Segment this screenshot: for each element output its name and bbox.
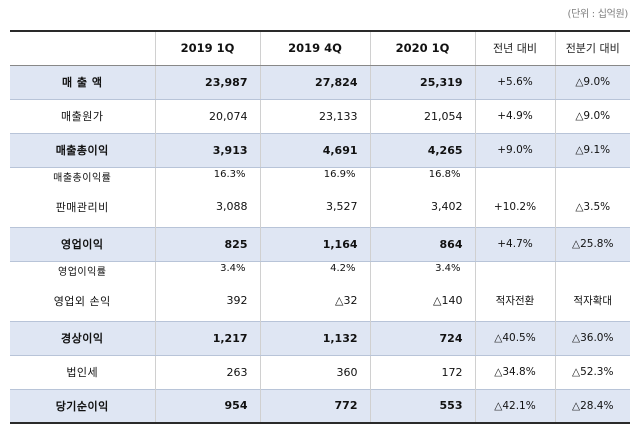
value-2020q1: 553 bbox=[369, 388, 475, 424]
header-yoy: 전년 대비 bbox=[474, 30, 555, 66]
income-statement-table: 2019 1Q 2019 4Q 2020 1Q 전년 대비 전분기 대비 매 출… bbox=[10, 30, 630, 424]
value-qoq bbox=[554, 167, 630, 187]
financial-summary-page: (단위 : 십억원) 2019 1Q 2019 4Q 2020 1Q 전년 대비… bbox=[10, 9, 630, 424]
row-label: 매 출 액 bbox=[10, 64, 155, 100]
header-2020q1: 2020 1Q bbox=[369, 30, 475, 66]
value-yoy: +4.9% bbox=[474, 99, 555, 133]
header-qoq: 전분기 대비 bbox=[554, 30, 630, 66]
value-yoy bbox=[474, 167, 555, 187]
value-yoy bbox=[474, 261, 555, 281]
value-yoy: +10.2% bbox=[474, 187, 555, 227]
row-ordinary-profit: 경상이익 1,217 1,132 724 △40.5% △36.0% bbox=[10, 320, 630, 356]
value-qoq: △28.4% bbox=[554, 388, 630, 424]
value-2020q1: 724 bbox=[369, 320, 475, 356]
value-yoy: △34.8% bbox=[474, 355, 555, 389]
row-cost-of-sales: 매출원가 20,074 23,133 21,054 +4.9% △9.0% bbox=[10, 99, 630, 133]
value-qoq: △9.1% bbox=[554, 132, 630, 168]
row-label: 매출원가 bbox=[61, 110, 104, 123]
value-yoy: +5.6% bbox=[474, 64, 555, 100]
value-2019q4: 772 bbox=[259, 388, 370, 424]
value-2020q1: 3,402 bbox=[369, 187, 475, 227]
value-yoy: +9.0% bbox=[474, 132, 555, 168]
value-2019q4: 23,133 bbox=[259, 99, 370, 133]
value-2020q1: 3.4% bbox=[369, 261, 475, 281]
value-qoq: △25.8% bbox=[554, 226, 630, 262]
value-2019q4: 3,527 bbox=[259, 187, 370, 227]
value-2020q1: 4,265 bbox=[369, 132, 475, 168]
value-2019q1: 23,987 bbox=[154, 64, 260, 100]
value-2019q1: 825 bbox=[154, 226, 260, 262]
value-qoq: △9.0% bbox=[554, 64, 630, 100]
value-2019q1: 1,217 bbox=[154, 320, 260, 356]
header-2019q4: 2019 4Q bbox=[259, 30, 370, 66]
value-yoy: 적자전환 bbox=[474, 281, 555, 321]
value-2019q1: 263 bbox=[154, 355, 260, 389]
value-2020q1: 25,319 bbox=[369, 64, 475, 100]
unit-note: (단위 : 십억원) bbox=[567, 9, 628, 20]
value-2019q4: 4.2% bbox=[259, 261, 370, 281]
row-revenue: 매 출 액 23,987 27,824 25,319 +5.6% △9.0% bbox=[10, 64, 630, 100]
value-qoq: △9.0% bbox=[554, 99, 630, 133]
value-2019q1: 3,913 bbox=[154, 132, 260, 168]
value-2019q1: 3.4% bbox=[154, 261, 260, 281]
value-2019q1: 16.3% bbox=[154, 167, 260, 187]
row-label: 영업이익 bbox=[10, 226, 155, 262]
row-gross-profit: 매출총이익 3,913 4,691 4,265 +9.0% △9.1% bbox=[10, 132, 630, 168]
header-2019q1: 2019 1Q bbox=[154, 30, 260, 66]
value-2020q1: 16.8% bbox=[369, 167, 475, 187]
header-label-cell bbox=[10, 30, 155, 66]
value-2019q1: 3,088 bbox=[154, 187, 260, 227]
row-label: 매출총이익률 bbox=[53, 172, 112, 184]
row-gross-margin: 매출총이익률 16.3% 16.9% 16.8% bbox=[10, 167, 630, 187]
row-label: 법인세 bbox=[66, 366, 99, 379]
row-label: 판매관리비 bbox=[55, 200, 109, 214]
value-2019q1: 20,074 bbox=[154, 99, 260, 133]
value-2019q4: 16.9% bbox=[259, 167, 370, 187]
value-yoy: +4.7% bbox=[474, 226, 555, 262]
row-label: 당기순이익 bbox=[10, 388, 155, 424]
row-operating-margin: 영업이익률 3.4% 4.2% 3.4% bbox=[10, 261, 630, 281]
row-label: 매출총이익 bbox=[10, 132, 155, 168]
row-non-operating: 영업외 손익 392 △32 △140 적자전환 적자확대 bbox=[10, 281, 630, 321]
value-qoq: △3.5% bbox=[554, 187, 630, 227]
value-qoq: △36.0% bbox=[554, 320, 630, 356]
value-2019q4: 27,824 bbox=[259, 64, 370, 100]
value-2020q1: 172 bbox=[369, 355, 475, 389]
value-2020q1: 864 bbox=[369, 226, 475, 262]
value-2019q4: 4,691 bbox=[259, 132, 370, 168]
header-row: 2019 1Q 2019 4Q 2020 1Q 전년 대비 전분기 대비 bbox=[10, 30, 630, 66]
value-2019q4: 1,132 bbox=[259, 320, 370, 356]
row-label: 경상이익 bbox=[10, 320, 155, 356]
value-2020q1: △140 bbox=[369, 281, 475, 321]
row-income-tax: 법인세 263 360 172 △34.8% △52.3% bbox=[10, 355, 630, 389]
row-operating-profit: 영업이익 825 1,164 864 +4.7% △25.8% bbox=[10, 226, 630, 262]
value-yoy: △40.5% bbox=[474, 320, 555, 356]
value-2019q4: 360 bbox=[259, 355, 370, 389]
value-qoq: 적자확대 bbox=[554, 281, 630, 321]
row-sga: 판매관리비 3,088 3,527 3,402 +10.2% △3.5% bbox=[10, 187, 630, 227]
value-qoq: △52.3% bbox=[554, 355, 630, 389]
row-label: 영업이익률 bbox=[58, 266, 107, 278]
row-net-income: 당기순이익 954 772 553 △42.1% △28.4% bbox=[10, 388, 630, 424]
row-label: 영업외 손익 bbox=[53, 294, 111, 308]
value-2019q1: 392 bbox=[154, 281, 260, 321]
value-qoq bbox=[554, 261, 630, 281]
value-2019q1: 954 bbox=[154, 388, 260, 424]
value-2019q4: 1,164 bbox=[259, 226, 370, 262]
value-2019q4: △32 bbox=[259, 281, 370, 321]
value-yoy: △42.1% bbox=[474, 388, 555, 424]
value-2020q1: 21,054 bbox=[369, 99, 475, 133]
